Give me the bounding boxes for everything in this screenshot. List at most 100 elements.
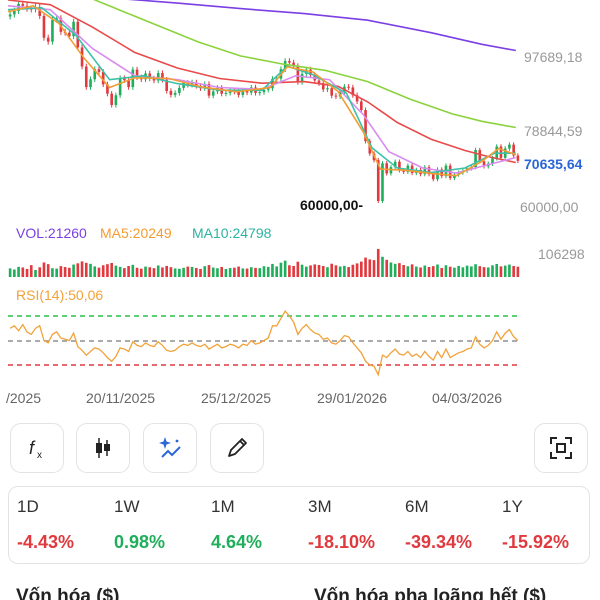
volume-bar [343, 265, 346, 277]
volume-bar [186, 266, 190, 277]
candle-body [317, 80, 321, 84]
volume-bar [203, 266, 207, 277]
volume-bar [245, 268, 249, 277]
candle-body [106, 84, 109, 94]
volume-bar [436, 264, 439, 277]
volume-bar [486, 267, 490, 277]
volume-bar [381, 256, 384, 277]
volume-bar [110, 262, 113, 277]
candle-body [207, 83, 211, 96]
draw-button[interactable] [210, 423, 264, 473]
candle-body [478, 150, 482, 162]
volume-bar [228, 268, 232, 277]
volume-bar [512, 266, 515, 277]
volume-bar [139, 268, 143, 277]
volume-bar [59, 266, 63, 277]
chart-toolbar: f x [0, 423, 600, 475]
volume-ma10-label: MA10:24798 [192, 225, 272, 241]
volume-bar [220, 266, 223, 277]
candle-body [194, 82, 198, 86]
candle-body [68, 32, 71, 37]
candle-body [423, 167, 427, 175]
moving-average-lines [7, 0, 517, 177]
candle-body [161, 73, 164, 80]
volume-bar [254, 267, 257, 277]
volume-bar [55, 268, 58, 277]
performance-item[interactable]: 1Y -15.92% [494, 487, 591, 565]
candle-body [245, 90, 249, 93]
candle-body [241, 90, 245, 95]
candle-body [288, 61, 291, 63]
volume-bar [93, 266, 97, 277]
volume-bar [355, 263, 359, 277]
change-value: -4.43% [17, 532, 75, 552]
volume-bar [372, 260, 376, 277]
volume-bar [288, 265, 291, 277]
volume-bar [423, 265, 427, 277]
candle-body [296, 66, 300, 83]
chart-type-button[interactable] [76, 423, 130, 473]
chart-area[interactable]: 97689,18 78844,59 60000,00 70635,64 6000… [0, 0, 600, 420]
candle-body [376, 160, 380, 202]
candle-body [127, 80, 130, 88]
fullscreen-button[interactable] [534, 423, 588, 473]
volume-bar [461, 267, 465, 277]
volume-bar [474, 264, 477, 277]
volume-bar [42, 262, 46, 277]
candle-body [482, 161, 486, 167]
volume-bar [29, 265, 33, 277]
candle-body [262, 89, 266, 93]
volume-bar [271, 263, 274, 277]
performance-item[interactable]: 3M -18.10% [300, 487, 397, 565]
volume-bar [161, 267, 164, 277]
volume-bar [326, 267, 329, 277]
volume-bar [410, 264, 414, 277]
volume-bar [97, 267, 101, 277]
ai-analysis-button[interactable] [143, 423, 197, 473]
volume-bar [503, 265, 507, 277]
volume-bar [283, 260, 287, 277]
performance-item[interactable]: 6M -39.34% [397, 487, 494, 565]
change-value: -15.92% [502, 532, 570, 552]
candle-body [360, 101, 363, 111]
volume-bar [321, 266, 325, 277]
volume-bar [482, 267, 486, 277]
candle-body [84, 66, 88, 88]
volume-bar [51, 268, 54, 277]
moving-average-line [7, 0, 516, 164]
moving-average-line [7, 4, 517, 177]
volume-ma5-label: MA5:20249 [100, 225, 172, 241]
volume-bar [368, 259, 372, 277]
volume-bar [448, 266, 452, 277]
price-axis: 97689,18 78844,59 60000,00 70635,64 6000… [300, 49, 583, 215]
period-label: 3M [308, 497, 332, 516]
indicator-button[interactable]: f x [10, 423, 64, 473]
candlestick-icon [96, 438, 110, 458]
volume-bar [118, 266, 122, 277]
candle-body [21, 3, 25, 6]
volume-axis-label: 106298 [538, 246, 585, 262]
performance-item[interactable]: 1M 4.64% [203, 487, 300, 565]
volume-bar [317, 265, 321, 277]
volume-bar [440, 267, 444, 277]
fully-diluted-cap-label: Vốn hóa pha loãng hết ($) [314, 586, 547, 600]
volume-bar [237, 266, 240, 277]
volume-bar [156, 265, 160, 277]
moving-average-line [127, 0, 516, 52]
candle-body [508, 144, 511, 149]
candle-body [385, 163, 389, 174]
candle-body [321, 83, 325, 90]
date-tick-label: 04/03/2026 [432, 390, 502, 406]
volume-bar [262, 266, 266, 277]
candle-body [266, 88, 270, 90]
performance-item[interactable]: 1W 0.98% [106, 487, 203, 565]
function-icon: f x [29, 438, 42, 461]
pencil-icon [228, 438, 247, 457]
volume-bar [516, 266, 520, 277]
volume-bar [266, 266, 270, 277]
volume-bar [338, 266, 342, 277]
volume-bar [330, 263, 334, 277]
candle-body [491, 158, 494, 164]
volume-bar [101, 265, 105, 277]
performance-item[interactable]: 1D -4.43% [9, 487, 106, 565]
